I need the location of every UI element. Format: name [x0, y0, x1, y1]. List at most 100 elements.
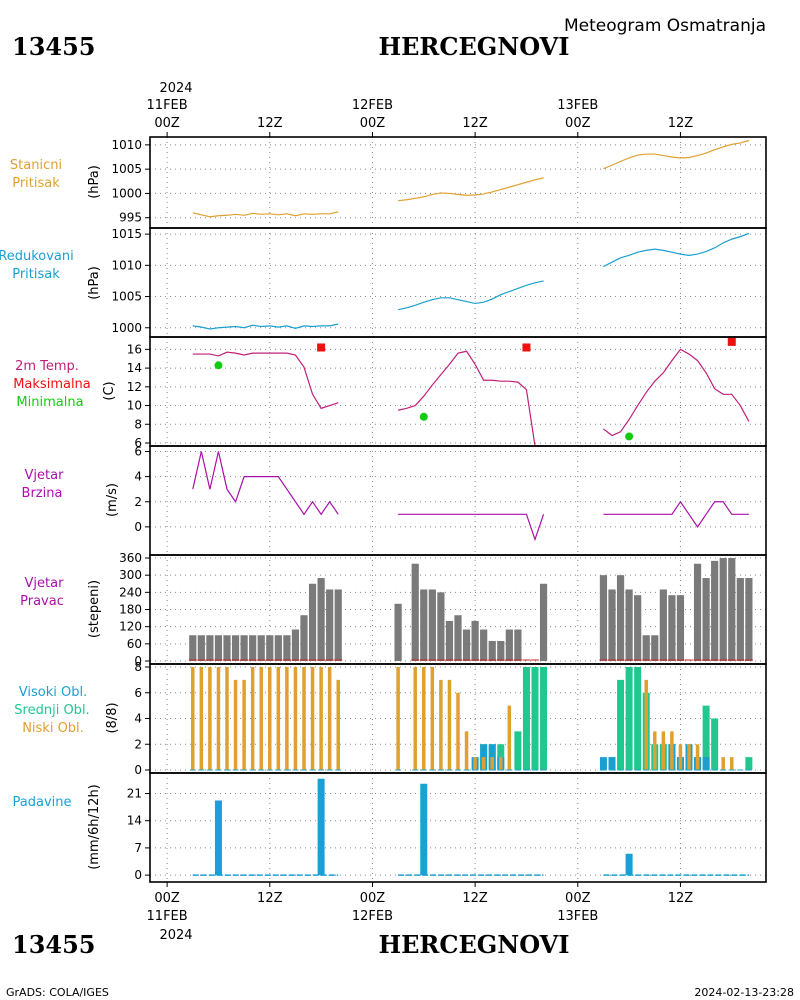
- y-tick-label: 240: [119, 585, 142, 599]
- x-tick-date-bottom: 11FEB: [147, 909, 188, 924]
- cloud-bar-low: [490, 757, 494, 770]
- cloud-bar-low: [310, 667, 315, 770]
- wind-dir-bar: [206, 635, 214, 661]
- y-tick-label: 14: [127, 814, 142, 828]
- wind-dir-label-2: Pravac: [20, 594, 64, 609]
- panel-frame: [149, 445, 767, 556]
- cloud-bar-low: [695, 744, 700, 770]
- wind-dir-bar: [283, 635, 291, 661]
- reduced-pressure-series-line: [397, 280, 544, 311]
- cloud-bar-low: [233, 679, 238, 770]
- station-name-top: HERCEGNOVI: [378, 32, 569, 61]
- cloud-bar-low: [285, 667, 289, 770]
- temperature-series-line: [603, 348, 750, 437]
- y-tick-label: 1005: [111, 290, 142, 304]
- wind-dir-bar: [317, 578, 325, 661]
- x-tick-time-top: 12Z: [257, 116, 283, 131]
- temperature-label-3: Minimalna: [16, 395, 83, 410]
- wind-speed-series-line: [603, 500, 749, 528]
- wind-dir-bar: [599, 575, 608, 661]
- wind-dir-bar: [454, 615, 462, 661]
- cloud-bar-low: [336, 679, 340, 770]
- wind-dir-bar: [668, 595, 676, 661]
- wind-dir-bar: [189, 635, 197, 661]
- temperature-series-line: [192, 351, 339, 410]
- y-tick-label: 995: [119, 211, 142, 225]
- cloud-bar-high: [702, 757, 710, 770]
- x-tick-time-bottom: 00Z: [565, 891, 591, 906]
- cloud-bar-low: [199, 667, 204, 770]
- y-tick-label: 60: [127, 637, 142, 651]
- x-tick-time-top: 12Z: [668, 116, 694, 131]
- wind-dir-bar: [308, 583, 317, 661]
- cloud-bar-low: [661, 731, 666, 770]
- wind-dir-bar: [625, 589, 633, 661]
- wind-dir-bar: [736, 578, 744, 661]
- reduced-pressure-series-line: [603, 232, 750, 268]
- clouds-label-3: Niski Obl.: [22, 721, 84, 736]
- y-tick-label: 8: [134, 417, 142, 431]
- wind-dir-unit: (stepeni): [87, 580, 102, 638]
- y-tick-label: 10: [127, 399, 142, 413]
- wind-dir-bar: [745, 578, 753, 661]
- wind-dir-bar: [488, 640, 496, 661]
- wind-dir-bar: [676, 595, 685, 661]
- wind-dir-bar: [274, 635, 282, 661]
- cloud-bar-low: [225, 667, 229, 770]
- wind-dir-bar: [257, 635, 265, 661]
- cloud-bar-low: [447, 679, 452, 770]
- y-tick-label: 0: [134, 654, 142, 668]
- y-tick-label: 1010: [111, 138, 142, 152]
- temperature-label-1: 2m Temp.: [15, 359, 79, 374]
- wind-dir-bar: [249, 635, 257, 661]
- precip-bar: [214, 800, 222, 876]
- wind-dir-bar: [445, 620, 454, 661]
- precip-label-1: Padavine: [13, 795, 72, 810]
- wind-dir-bar: [480, 629, 488, 661]
- wind-dir-bar: [462, 629, 471, 661]
- y-tick-label: 300: [119, 568, 142, 582]
- cloud-bar-low: [259, 667, 263, 770]
- cloud-bar-low: [499, 757, 503, 770]
- cloud-bar-middle: [634, 667, 642, 770]
- min-temp-marker: [419, 412, 428, 421]
- station-pressure-series-line: [398, 177, 544, 202]
- cloud-bar-low: [439, 679, 443, 770]
- y-tick-label: 0: [134, 763, 142, 777]
- wind-dir-bar: [266, 635, 274, 661]
- cloud-bar-middle: [514, 731, 522, 770]
- cloud-bar-low: [302, 667, 306, 770]
- wind-dir-bar: [334, 589, 342, 661]
- y-tick-label: 6: [134, 445, 142, 459]
- cloud-bar-middle: [522, 667, 530, 770]
- precip-bar: [625, 853, 633, 876]
- cloud-bar-low: [481, 757, 486, 770]
- y-tick-label: 14: [127, 361, 142, 375]
- precip-unit: (mm/6h/12h): [87, 784, 102, 870]
- wind-dir-bar: [420, 589, 428, 661]
- max-temp-marker: [317, 343, 326, 352]
- y-tick-label: 6: [134, 436, 142, 450]
- y-tick-label: 4: [134, 470, 142, 484]
- y-tick-label: 180: [119, 603, 142, 617]
- y-tick-label: 0: [134, 520, 142, 534]
- wind-dir-bar: [616, 575, 625, 661]
- cloud-bar-low: [242, 679, 246, 770]
- x-tick-time-bottom: 00Z: [154, 891, 180, 906]
- y-tick-label: 7: [134, 841, 142, 855]
- cloud-bar-low: [422, 667, 426, 770]
- cloud-bar-low: [413, 667, 417, 770]
- y-tick-label: 2: [134, 495, 142, 509]
- y-tick-label: 1015: [111, 227, 142, 241]
- reduced-pressure-series-line: [192, 323, 339, 330]
- min-temp-marker: [214, 361, 223, 370]
- y-tick-label: 360: [119, 551, 142, 565]
- y-tick-label: 8: [134, 660, 142, 674]
- x-tick-date-top: 11FEB: [147, 98, 188, 113]
- wind-dir-bar: [394, 603, 402, 661]
- cloud-bar-high: [599, 757, 607, 770]
- wind-dir-bar: [608, 589, 616, 661]
- station-pressure-label-1: Stanicni: [10, 158, 62, 173]
- wind-dir-bar: [471, 620, 479, 661]
- footer-credit: GrADS: COLA/IGES: [6, 986, 109, 999]
